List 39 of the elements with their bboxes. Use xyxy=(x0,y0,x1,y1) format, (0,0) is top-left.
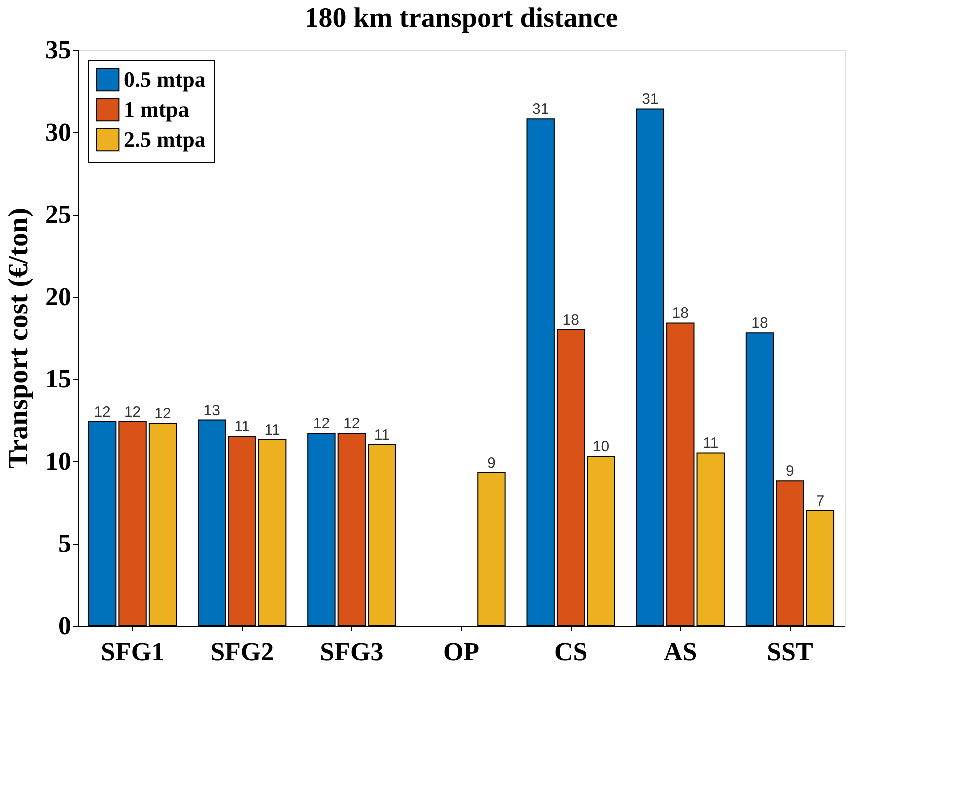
data-label: 7 xyxy=(816,492,825,510)
x-tick-label: SFG2 xyxy=(210,638,274,666)
x-tick-label: AS xyxy=(664,638,698,666)
data-label: 18 xyxy=(752,315,768,332)
data-label: 18 xyxy=(562,312,580,329)
data-label: 9 xyxy=(488,454,496,472)
data-label: 12 xyxy=(313,415,330,432)
data-label: 11 xyxy=(234,418,250,436)
legend-label: 2.5 mtpa xyxy=(124,127,206,152)
y-tick-label: 25 xyxy=(46,200,72,230)
x-tick-label: SFG1 xyxy=(100,638,165,666)
data-label: 10 xyxy=(592,438,610,456)
y-tick-label: 10 xyxy=(46,446,72,476)
data-label: 12 xyxy=(344,415,360,432)
y-tick-label: 20 xyxy=(46,282,72,312)
x-tick-label: SST xyxy=(767,638,814,666)
y-tick-label: 0 xyxy=(58,612,72,640)
data-label: 11 xyxy=(374,426,390,444)
data-label: 31 xyxy=(532,101,550,118)
data-label: 31 xyxy=(642,91,659,108)
y-tick-label: 35 xyxy=(46,36,72,64)
x-tick-label: OP xyxy=(443,638,480,666)
data-label: 13 xyxy=(204,402,220,420)
chart-title: 180 km transport distance xyxy=(304,3,618,34)
data-label: 18 xyxy=(672,305,689,322)
legend-label: 0.5 mtpa xyxy=(124,67,206,92)
y-tick-label: 5 xyxy=(58,529,72,558)
data-label: 11 xyxy=(703,435,719,452)
data-label: 11 xyxy=(264,422,280,440)
y-tick-label: 15 xyxy=(46,364,72,394)
legend-label: 1 mtpa xyxy=(124,97,190,122)
x-tick-label: CS xyxy=(554,638,588,666)
data-label: 12 xyxy=(124,404,142,421)
data-label: 12 xyxy=(94,404,111,421)
data-label: 12 xyxy=(154,406,172,423)
y-tick-label: 30 xyxy=(46,118,72,147)
y-axis-title: Transport cost (€/ton) xyxy=(4,208,34,469)
x-tick-label: SFG3 xyxy=(320,638,384,666)
data-label: 9 xyxy=(786,463,794,480)
